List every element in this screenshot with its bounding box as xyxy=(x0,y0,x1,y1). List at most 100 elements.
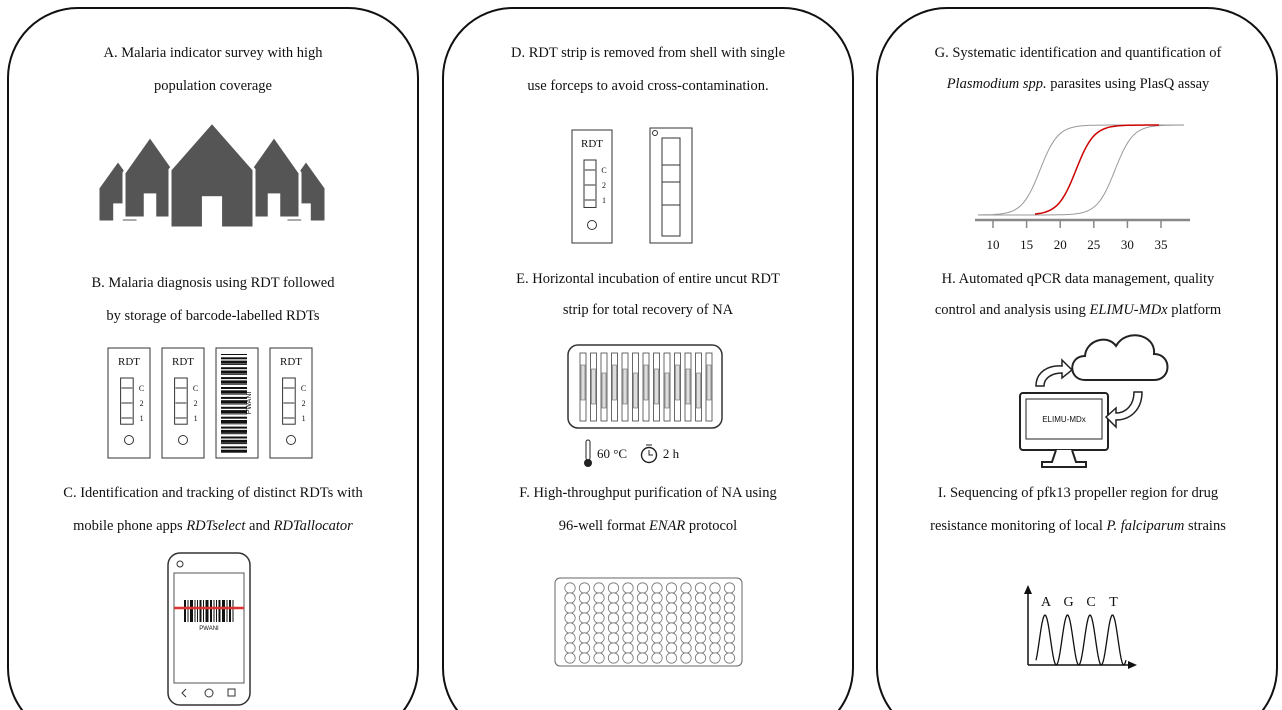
step-text: use forceps to avoid cross-contamination… xyxy=(527,78,768,94)
icon-label: G xyxy=(1063,595,1073,610)
rdt-window xyxy=(174,377,188,425)
well xyxy=(593,632,605,644)
well xyxy=(636,652,649,664)
barcode-bar xyxy=(221,433,247,435)
well xyxy=(578,632,591,644)
thermometer xyxy=(585,439,591,461)
barcode-bar xyxy=(221,436,247,439)
step-text: A. Malaria indicator survey with high xyxy=(103,45,323,61)
barcode-bar xyxy=(221,413,247,415)
icon-label: ELIMU-MDx xyxy=(1042,415,1086,424)
strip-window xyxy=(643,364,649,401)
icon-label: 60 °C xyxy=(597,446,627,461)
stopwatch xyxy=(640,446,658,464)
barcode-bar xyxy=(221,403,247,405)
text-segment: control and analysis using xyxy=(935,302,1090,318)
well xyxy=(709,602,721,614)
rdt-window xyxy=(583,159,597,208)
text-segment: A. Malaria indicator survey with high xyxy=(103,45,323,61)
well xyxy=(636,612,649,624)
well xyxy=(593,582,605,594)
barcode-bar xyxy=(222,600,225,622)
step-text: control and analysis using ELIMU-MDx pla… xyxy=(935,302,1222,318)
well xyxy=(651,622,663,634)
well xyxy=(694,642,707,654)
barcode-bar xyxy=(232,600,234,622)
well xyxy=(694,592,707,604)
well xyxy=(694,652,707,664)
barcode-bar xyxy=(221,377,247,380)
amplification-curve xyxy=(978,124,1185,216)
axis xyxy=(1027,590,1132,666)
strip-window xyxy=(675,364,680,401)
icon-label: PWANI xyxy=(246,392,253,415)
well xyxy=(694,622,707,634)
cloud xyxy=(1071,334,1169,381)
well xyxy=(680,652,692,664)
step-text: I. Sequencing of pfk13 propeller region … xyxy=(938,485,1218,501)
house-door xyxy=(143,193,157,218)
barcode-bar xyxy=(221,390,247,394)
well xyxy=(578,602,591,614)
well xyxy=(680,592,692,604)
barcode-bar xyxy=(221,396,247,399)
icon-label: 1 xyxy=(602,196,606,205)
well xyxy=(578,622,591,634)
icon-label: 30 xyxy=(1121,237,1134,252)
well xyxy=(622,632,634,644)
text-segment: strains xyxy=(1184,518,1226,534)
house-door xyxy=(267,193,281,218)
well xyxy=(593,602,605,614)
well xyxy=(564,642,576,654)
barcode-bar xyxy=(221,429,247,433)
icon-label: 1 xyxy=(302,414,306,423)
well xyxy=(665,582,678,594)
step-text: B. Malaria diagnosis using RDT followed xyxy=(92,275,336,291)
well xyxy=(651,632,663,644)
icon-label: C xyxy=(301,384,306,393)
icon-label: RDT xyxy=(280,356,302,368)
well xyxy=(680,582,692,594)
well xyxy=(607,592,620,604)
barcode-bar xyxy=(221,354,247,355)
well xyxy=(665,602,678,614)
well xyxy=(709,642,721,654)
strip-window xyxy=(612,364,617,401)
sync-arrow xyxy=(1104,391,1143,429)
barcode-bar xyxy=(205,600,209,622)
well xyxy=(680,632,692,644)
well xyxy=(564,592,576,604)
panel xyxy=(442,7,854,710)
well xyxy=(578,642,591,654)
trace xyxy=(1035,614,1127,666)
stopwatch-hand xyxy=(646,444,653,456)
well xyxy=(636,632,649,644)
strip-window xyxy=(654,368,659,405)
strip-window xyxy=(580,364,586,401)
phone-back xyxy=(181,688,187,698)
step-text: mobile phone apps RDTselect and RDTalloc… xyxy=(73,518,353,534)
well xyxy=(578,592,591,604)
text-segment: resistance monitoring of local xyxy=(930,518,1106,534)
well xyxy=(723,612,736,624)
text-segment: by storage of barcode-labelled RDTs xyxy=(106,308,320,324)
well xyxy=(578,582,591,594)
well xyxy=(622,622,634,634)
well xyxy=(636,642,649,654)
barcode-bar xyxy=(221,416,247,419)
well xyxy=(636,582,649,594)
icon-label: 25 xyxy=(1087,237,1100,252)
well xyxy=(709,652,721,664)
well xyxy=(622,602,634,614)
well xyxy=(564,582,576,594)
barcode-bar xyxy=(199,600,202,622)
barcode-bar xyxy=(194,600,196,622)
well xyxy=(680,602,692,614)
well xyxy=(636,592,649,604)
barcode-bar xyxy=(221,393,247,395)
shell-hole xyxy=(652,130,658,136)
text-segment: population coverage xyxy=(154,78,272,94)
well xyxy=(709,632,721,644)
step-text: by storage of barcode-labelled RDTs xyxy=(106,308,320,324)
well xyxy=(564,602,576,614)
